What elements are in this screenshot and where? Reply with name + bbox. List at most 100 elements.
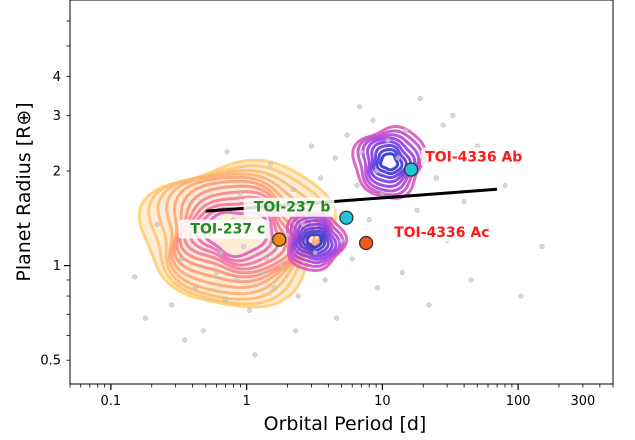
density-contour [292, 219, 338, 261]
data-point [370, 117, 376, 123]
data-point [403, 127, 409, 133]
density-contour [351, 124, 428, 200]
data-point [246, 307, 252, 313]
density-contour [356, 129, 424, 197]
data-point [354, 182, 360, 188]
y-tick-label: 0.5 [40, 354, 61, 369]
planet-marker [404, 162, 419, 177]
data-point [349, 256, 355, 262]
data-point [259, 270, 265, 276]
data-point [200, 328, 206, 334]
x-tick-label: 0.1 [101, 394, 122, 409]
data-point [395, 155, 401, 161]
data-point [322, 277, 328, 283]
data-point [218, 250, 224, 256]
data-point [399, 270, 405, 276]
density-contour [298, 226, 330, 255]
density-contour [375, 148, 404, 176]
density-contour [290, 215, 342, 265]
density-contour [172, 179, 310, 284]
data-point [308, 143, 314, 149]
data-point [366, 217, 372, 223]
data-point [290, 186, 296, 192]
data-point [357, 104, 363, 110]
x-tick-label: 1 [242, 394, 250, 409]
data-point [344, 132, 350, 138]
data-point [334, 315, 340, 321]
data-point [182, 337, 188, 343]
data-point [285, 232, 291, 238]
data-point [318, 175, 324, 181]
data-point [539, 243, 545, 249]
planet-marker [358, 235, 374, 251]
data-point [461, 198, 467, 204]
data-point [433, 175, 439, 181]
planet-label-backdrop [390, 223, 500, 243]
density-contour [301, 229, 327, 252]
planet-label: TOI-237 c [190, 222, 265, 238]
y-axis-label: Planet Radius [R⊕] [13, 102, 35, 281]
density-contour [369, 140, 413, 184]
data-point [192, 285, 198, 291]
density-contour [295, 222, 334, 258]
planet-marker [272, 232, 287, 247]
data-point [518, 293, 524, 299]
density-contour [366, 136, 417, 189]
density-contour [183, 195, 288, 271]
x-axis-ticks: 0.1 1 10 100 300 [69, 384, 614, 409]
data-point [379, 190, 385, 196]
data-point [213, 270, 219, 276]
data-point [374, 285, 380, 291]
planet-label-backdrop [178, 219, 270, 239]
data-point [271, 285, 277, 291]
data-point [178, 256, 184, 262]
data-point [132, 274, 138, 280]
planet-label: TOI-237 b [254, 200, 331, 216]
density-contour [178, 190, 296, 275]
y-tick-label: 4 [53, 70, 61, 85]
planet-label: TOI-4336 Ab [425, 150, 522, 166]
density-contour [379, 152, 400, 172]
density-contour [175, 184, 303, 279]
density-contour [372, 144, 408, 180]
data-point [358, 149, 364, 155]
density-contour [147, 164, 333, 306]
data-point [278, 263, 284, 269]
density-contour [170, 175, 316, 289]
x-tick-label: 300 [570, 394, 595, 409]
data-point [268, 161, 274, 167]
x-axis-label: Orbital Period [d] [264, 413, 427, 435]
data-point [295, 293, 301, 299]
density-contour [156, 168, 328, 301]
data-point [234, 277, 240, 283]
data-point [293, 328, 299, 334]
planet-label: TOI-4336 Ac [394, 225, 489, 241]
data-point [154, 222, 160, 228]
data-point [468, 277, 474, 283]
data-point [332, 155, 338, 161]
data-point [312, 250, 318, 256]
data-point [373, 168, 379, 174]
data-point [426, 302, 432, 308]
data-point [264, 256, 270, 262]
y-tick-label: 2 [53, 164, 61, 179]
y-tick-label: 1 [53, 259, 61, 274]
density-contour [361, 133, 421, 193]
data-point [339, 238, 345, 244]
density-contour [165, 172, 322, 296]
data-point [385, 137, 391, 143]
data-point [450, 113, 456, 119]
data-point [241, 243, 247, 249]
planet-label-backdrop [421, 147, 531, 167]
data-point [252, 352, 258, 358]
data-point [237, 190, 243, 196]
data-point [169, 302, 175, 308]
highlighted-planets: TOI-4336 Ab TOI-237 b TOI-237 c TOI-4336 Ac [178, 147, 531, 251]
planet-marker [339, 210, 354, 225]
data-point [502, 182, 508, 188]
x-tick-label: 10 [374, 394, 391, 409]
data-point [224, 149, 230, 155]
data-point [300, 222, 306, 228]
data-point [142, 315, 148, 321]
